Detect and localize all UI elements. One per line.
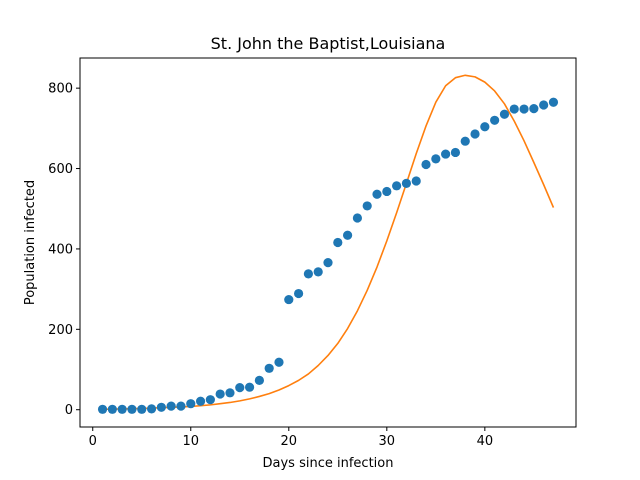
data-point <box>117 404 127 414</box>
data-point <box>97 404 108 414</box>
data-point <box>392 181 402 191</box>
data-point <box>156 402 166 412</box>
data-point <box>509 104 519 114</box>
y-tick-label: 200 <box>48 323 73 338</box>
data-point <box>539 100 549 110</box>
data-point <box>176 401 186 411</box>
chart-title: St. John the Baptist,Louisiana <box>211 34 446 53</box>
data-point <box>215 389 225 399</box>
series-layer <box>97 74 559 414</box>
data-point <box>343 230 353 240</box>
data-point <box>362 201 372 211</box>
data-point <box>244 382 255 392</box>
x-tick-label: 0 <box>89 434 97 449</box>
data-point <box>254 375 264 385</box>
axes-frame <box>79 57 577 428</box>
data-point <box>382 186 392 197</box>
data-point <box>166 401 176 411</box>
data-point <box>490 115 500 125</box>
data-point <box>372 189 382 199</box>
data-point <box>303 269 313 279</box>
data-point <box>195 396 206 406</box>
x-tick-label: 10 <box>182 434 199 449</box>
data-point <box>137 404 147 414</box>
data-point <box>480 122 490 132</box>
data-point <box>401 178 412 189</box>
data-point <box>205 395 215 405</box>
data-point <box>186 399 196 409</box>
data-point <box>548 97 559 107</box>
data-point <box>107 404 117 414</box>
data-point <box>293 288 304 299</box>
data-point <box>225 388 235 398</box>
data-point <box>441 149 451 159</box>
data-point <box>333 237 343 248</box>
y-axis-label: Population infected <box>23 180 38 305</box>
data-point <box>411 176 421 186</box>
data-point <box>323 258 333 268</box>
data-point <box>450 147 461 158</box>
y-tick-label: 400 <box>48 242 73 257</box>
data-point <box>235 383 245 393</box>
y-tick-label: 800 <box>48 82 73 97</box>
data-point <box>529 104 539 114</box>
x-axis: 0 10 20 30 40 <box>89 427 494 449</box>
x-axis-label: Days since infection <box>263 456 394 471</box>
data-point <box>431 154 441 164</box>
y-axis: 0 200 400 600 800 <box>48 82 80 418</box>
data-point <box>274 357 284 367</box>
y-tick-label: 0 <box>65 403 73 418</box>
x-tick-label: 40 <box>477 434 494 449</box>
data-point <box>313 267 323 277</box>
data-point <box>352 213 363 223</box>
data-point <box>460 136 470 146</box>
data-point <box>146 404 157 414</box>
x-tick-label: 20 <box>281 434 298 449</box>
data-point <box>499 109 510 119</box>
x-tick-label: 30 <box>379 434 396 449</box>
data-point <box>264 363 274 373</box>
data-point <box>127 404 137 414</box>
data-point <box>421 159 431 170</box>
data-point <box>519 104 529 114</box>
data-point <box>470 129 480 139</box>
data-point <box>284 294 294 305</box>
y-tick-label: 600 <box>48 162 73 177</box>
